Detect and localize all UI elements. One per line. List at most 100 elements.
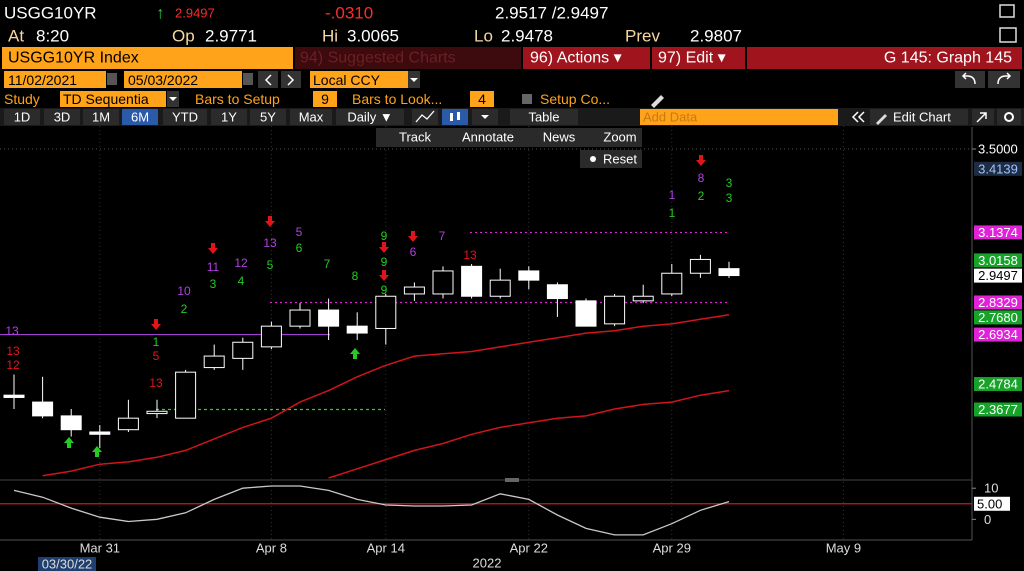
pencil-icon[interactable] [651, 95, 664, 108]
currency: Local CCY [313, 72, 381, 88]
popout-icon[interactable] [999, 4, 1015, 18]
bars-look-label: Bars to Look... [352, 91, 442, 107]
dropdown-icon [481, 115, 489, 119]
td-count: 6 [410, 245, 417, 259]
candle-body [718, 268, 740, 277]
price-tag [974, 310, 1022, 325]
tool[interactable]: Annotate [462, 130, 514, 145]
graph-name: G 145: Graph 145 [884, 50, 1012, 67]
table: Table [528, 110, 559, 125]
low-label: Lo [474, 27, 493, 46]
period-button[interactable] [250, 109, 286, 125]
td-count: 7 [439, 229, 446, 243]
cursor-date-box [38, 557, 96, 571]
candle-body [289, 309, 311, 327]
actions-button[interactable] [523, 47, 650, 69]
gear-button[interactable] [997, 109, 1021, 125]
calendar-icon[interactable] [107, 73, 117, 85]
candle-body [575, 300, 597, 327]
td-count: 9 [381, 229, 388, 243]
td-count: 1 [669, 188, 676, 202]
collapse-icon[interactable] [851, 111, 865, 123]
redo-icon [997, 72, 1012, 85]
period: 1Y [221, 110, 237, 125]
chart-tools [376, 128, 642, 147]
next-button[interactable] [281, 71, 301, 88]
calendar-icon[interactable] [243, 73, 253, 85]
candle-body [146, 410, 168, 415]
settings-icon [976, 112, 987, 123]
table-button[interactable] [510, 109, 578, 125]
next-icon [287, 74, 295, 86]
period-button[interactable] [44, 109, 80, 125]
add-data-field[interactable] [640, 109, 838, 125]
period-button[interactable] [163, 109, 207, 125]
undo-icon [961, 72, 976, 85]
td-count: 8 [698, 171, 705, 185]
end-date-field[interactable] [124, 71, 242, 88]
edit-chart-button[interactable] [870, 109, 968, 125]
candle-body [3, 394, 25, 398]
tool[interactable]: News [543, 130, 576, 145]
redo-button[interactable] [988, 71, 1020, 88]
graph-bar [747, 47, 1022, 69]
y-tick-label: 3.5000 [978, 142, 1018, 157]
currency-field[interactable] [310, 71, 408, 88]
period-button[interactable] [83, 109, 119, 125]
td-count: 3 [726, 191, 733, 205]
security-field[interactable] [2, 47, 293, 69]
price-tag [974, 268, 1022, 283]
undo-button[interactable] [955, 71, 985, 88]
price-tag [974, 377, 1022, 392]
y-tick-label: 10 [984, 481, 998, 496]
start-date-field[interactable] [4, 71, 106, 88]
period-button[interactable] [211, 109, 247, 125]
tool[interactable]: Track [399, 130, 432, 145]
price-tag [974, 402, 1022, 417]
period-button[interactable] [4, 109, 40, 125]
x-tick-label: Apr 14 [367, 541, 405, 556]
frequency-button[interactable] [336, 109, 404, 125]
bars-setup-field[interactable] [313, 91, 337, 107]
reset: Reset [603, 152, 637, 167]
reset-button[interactable] [580, 150, 642, 168]
price-tag-label: 2.8329 [978, 295, 1018, 310]
candle-body [89, 431, 111, 435]
start-date: 11/02/2021 [8, 72, 77, 88]
price-tag-label: 2.3677 [978, 402, 1018, 417]
study-field[interactable] [60, 91, 166, 107]
expand-icon[interactable] [999, 27, 1017, 43]
net-change: -.0310 [325, 4, 373, 23]
prev-button[interactable] [258, 71, 278, 88]
setup-co: Setup Co... [540, 91, 610, 107]
candle-body [203, 355, 225, 369]
grid: 3.5000 Mar 31 Apr 8 Apr 14 Apr 22 Apr 29 May 9… [0, 126, 1018, 556]
period: 5Y [260, 110, 276, 125]
period: Max [299, 110, 324, 125]
candle-body [60, 415, 82, 431]
up-arrow: ↑ [156, 4, 165, 23]
edit-chart: Edit Chart [893, 110, 951, 125]
candle-body [661, 272, 683, 295]
annotations: 13 13 12 1 5 13 10 2 11 3 12 4 13 5 5 6 … [5, 155, 733, 457]
td-count: 13 [263, 236, 277, 250]
setup-checkbox[interactable] [522, 94, 532, 104]
candle-body [546, 284, 568, 300]
edit-button[interactable] [652, 47, 745, 69]
period-button-active[interactable] [122, 109, 158, 125]
oscillator-line [13, 485, 730, 536]
last-price: 2.9497 [175, 6, 215, 21]
cursor-date: 03/30/22 [42, 557, 93, 571]
td-count: 5 [296, 225, 303, 239]
suggested-button[interactable] [295, 47, 521, 69]
tool[interactable]: Zoom [603, 130, 636, 145]
bars-look-field[interactable] [470, 91, 494, 107]
panel-handle[interactable] [505, 478, 519, 482]
candle-type-button[interactable] [442, 109, 468, 125]
price-tag-label: 2.6934 [978, 327, 1018, 342]
period-button[interactable] [290, 109, 332, 125]
period: 6M [131, 110, 149, 125]
candle-body [461, 265, 483, 297]
